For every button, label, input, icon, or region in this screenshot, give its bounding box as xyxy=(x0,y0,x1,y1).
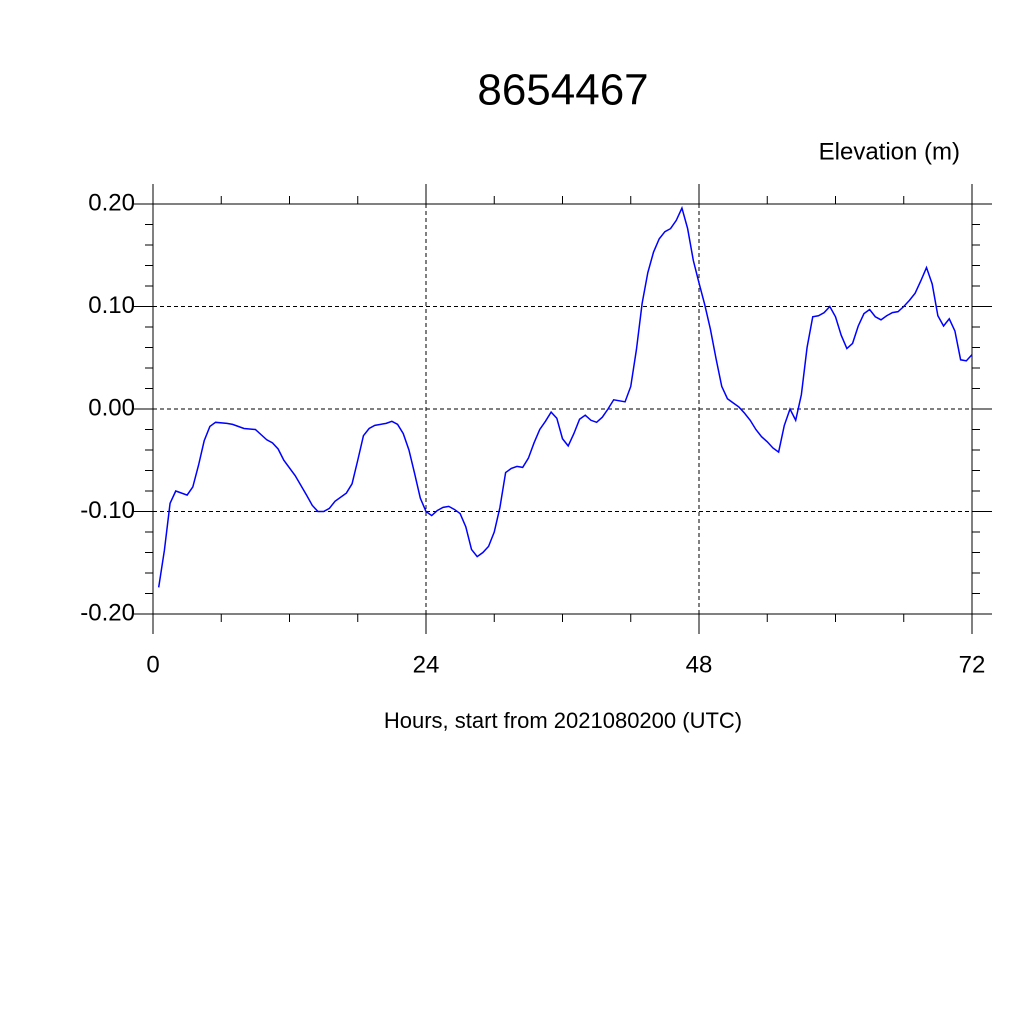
y-tick-label: -0.10 xyxy=(80,497,135,524)
chart-title: 8654467 xyxy=(477,66,648,115)
y-axis-label: Elevation (m) xyxy=(819,138,960,165)
y-tick-label: 0.00 xyxy=(88,394,135,421)
x-tick-label: 24 xyxy=(413,651,440,678)
x-tick-label: 48 xyxy=(686,651,713,678)
y-tick-label: 0.20 xyxy=(88,189,135,216)
x-tick-label: 72 xyxy=(959,651,986,678)
x-axis-label: Hours, start from 2021080200 (UTC) xyxy=(384,708,742,733)
data-line xyxy=(157,205,973,588)
y-tick-label: -0.20 xyxy=(80,599,135,626)
y-tick-label: 0.10 xyxy=(88,292,135,319)
plot-frame xyxy=(152,203,973,615)
x-tick-label: 0 xyxy=(146,651,159,678)
